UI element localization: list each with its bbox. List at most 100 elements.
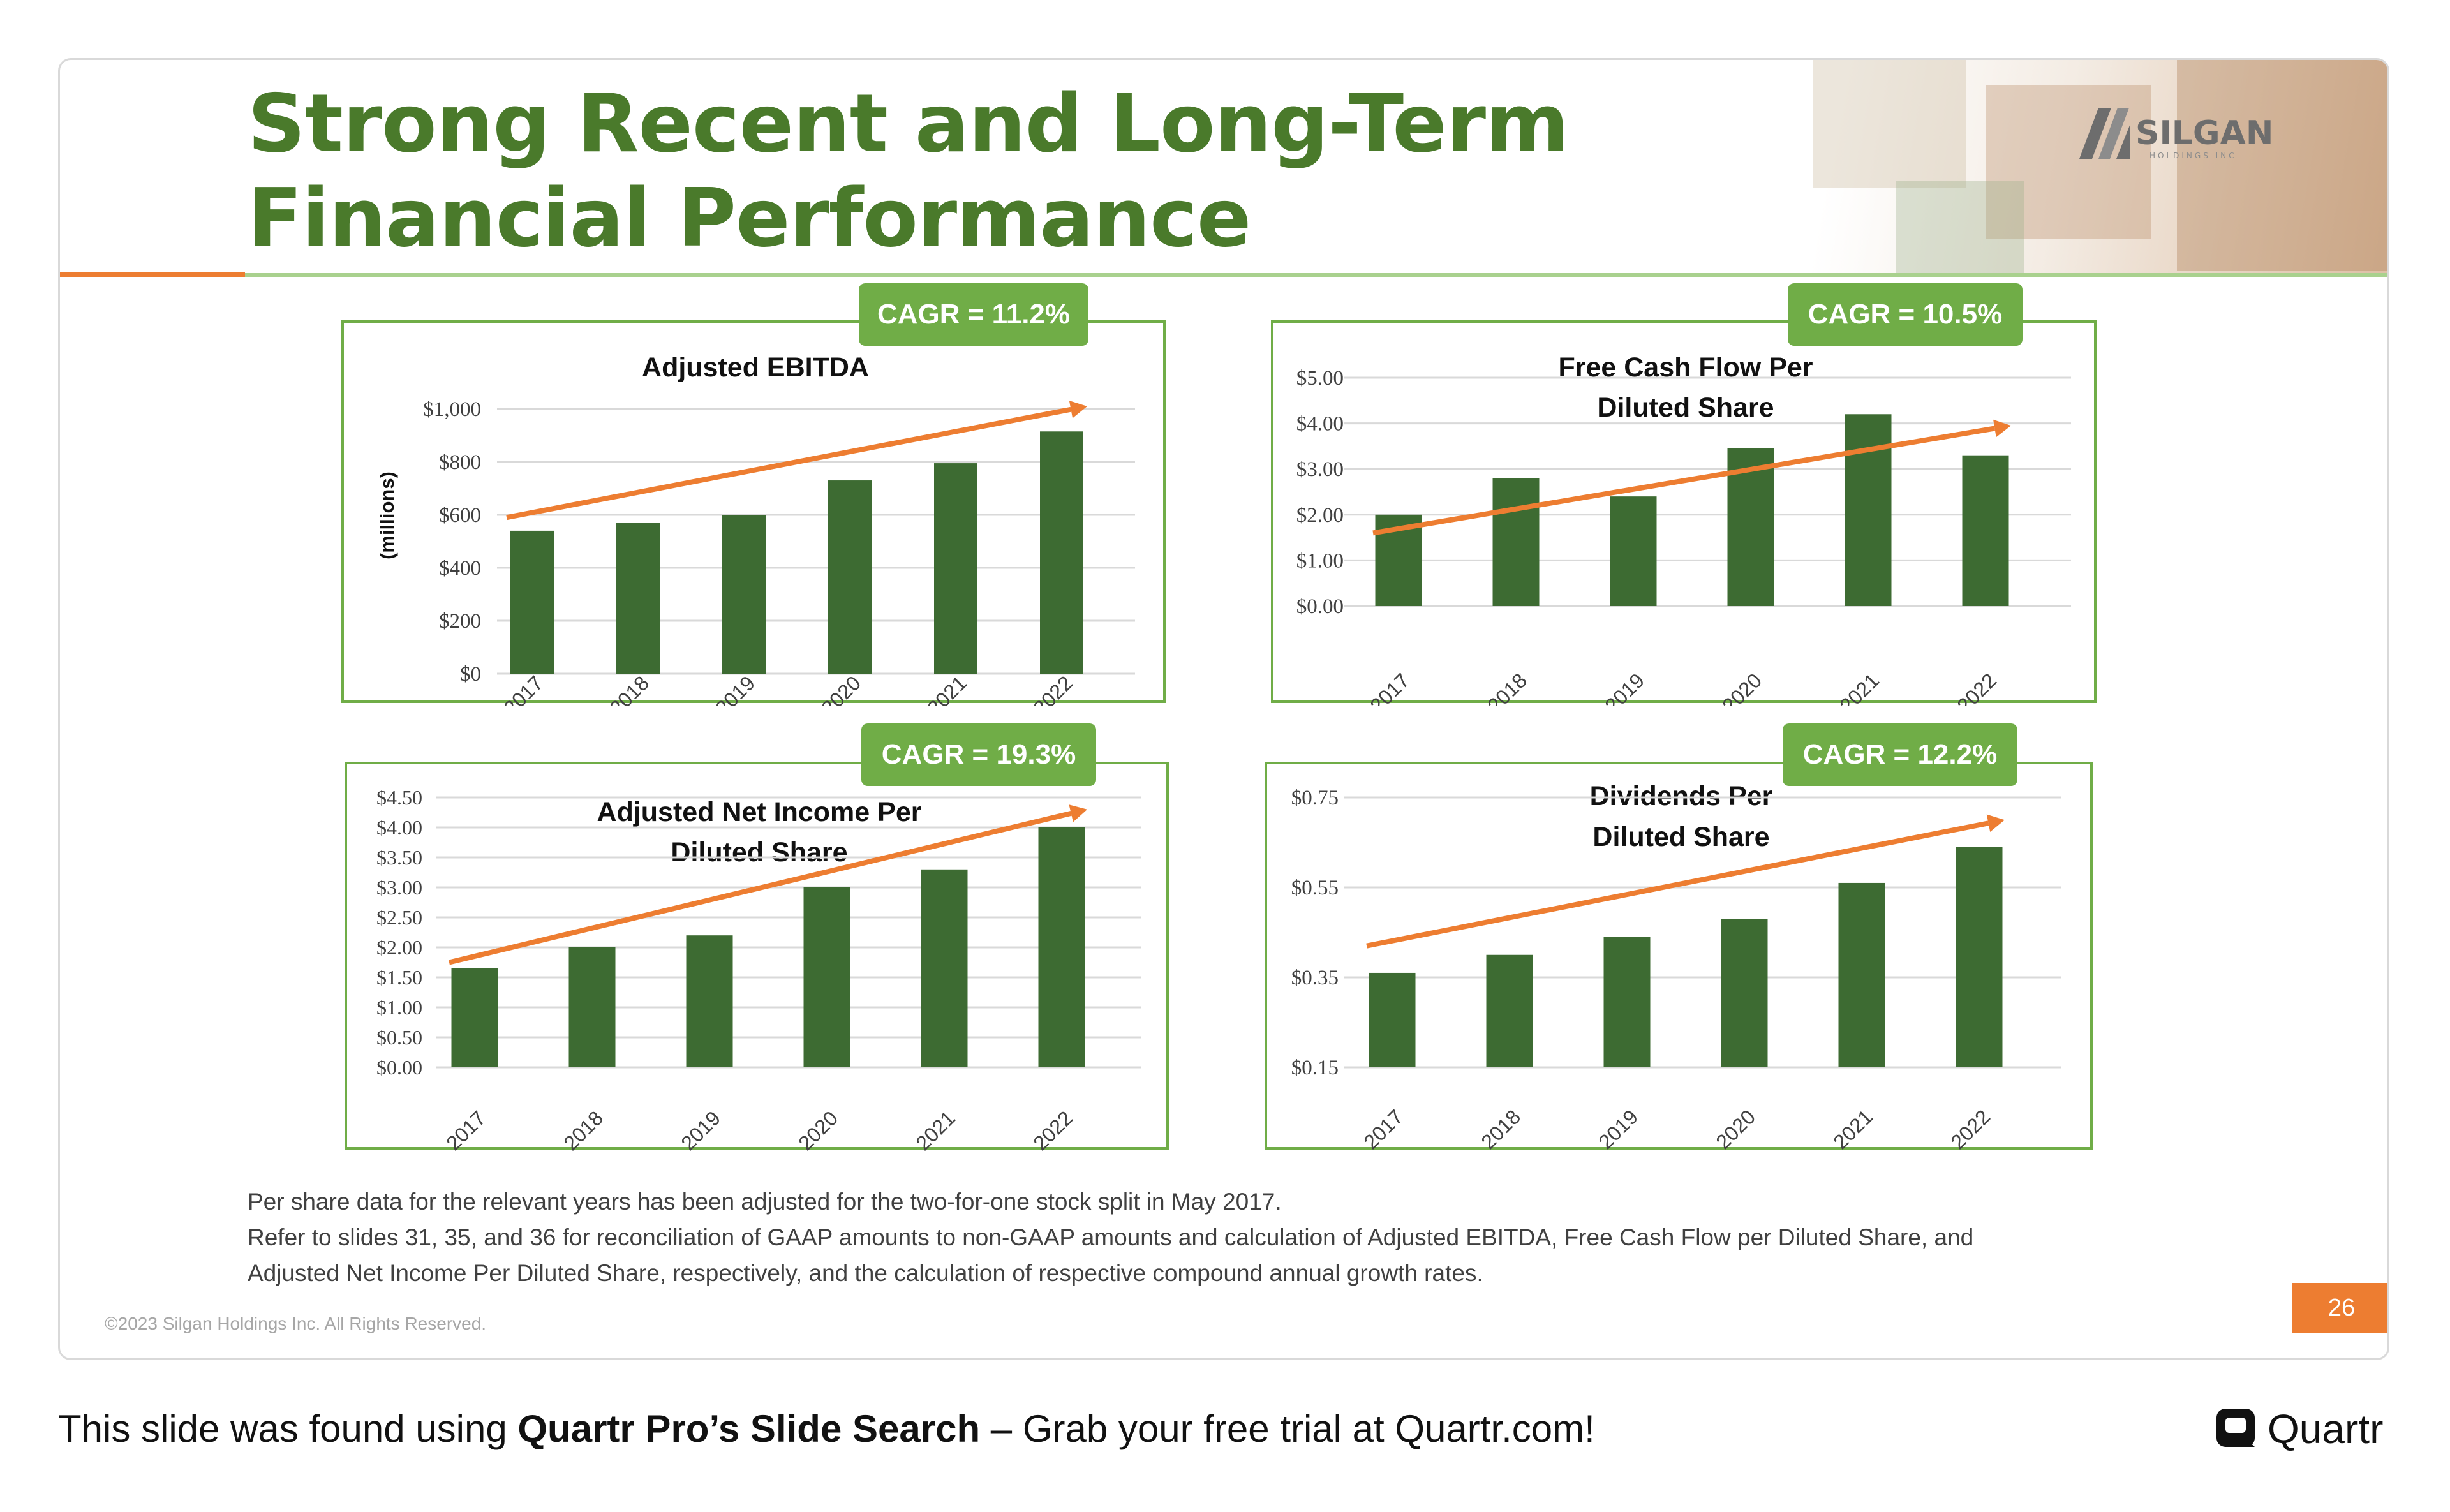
page-title: Strong Recent and Long-Term Financial Pe… (248, 77, 1569, 265)
chart-title: Adjusted EBITDA (642, 352, 869, 383)
y-tick-label: $5.00 (1296, 367, 1344, 390)
bar-2018 (568, 947, 616, 1067)
chart-title-line-2: Diluted Share (1592, 822, 1769, 852)
promo-banner: This slide was found using Quartr Pro’s … (58, 1407, 1595, 1451)
chart-title-line-2: Diluted Share (671, 837, 847, 868)
header-rule-accent (60, 272, 245, 277)
x-tick-label: 2020 (794, 1106, 842, 1152)
cagr-badge-adjusted-ebitda: CAGR = 11.2% (859, 283, 1088, 346)
bar-2022 (1962, 455, 2009, 606)
y-tick-label: $0 (460, 663, 481, 686)
y-tick-label: $4.00 (376, 816, 422, 839)
x-tick-label: 2021 (1835, 669, 1883, 706)
chart-panel-free-cash-flow: Free Cash Flow Per Diluted Share $0.00 $1… (1271, 320, 2097, 706)
y-tick-label: $0.35 (1291, 967, 1339, 989)
footnotes: Per share data for the relevant years ha… (248, 1184, 2353, 1291)
x-tick-label: 2017 (1365, 669, 1414, 706)
copyright: ©2023 Silgan Holdings Inc. All Rights Re… (105, 1314, 487, 1333)
chart-panel-adjusted-net-income: Adjusted Net Income Per Diluted Share $0… (345, 762, 1169, 1152)
silgan-logo-icon: SILGAN HOLDINGS INC (2079, 108, 2273, 160)
y-tick-label: $800 (439, 451, 481, 474)
bar-2017 (510, 530, 554, 674)
x-tick-label: 2022 (1028, 1106, 1077, 1152)
x-tick-label: 2022 (1952, 669, 2001, 706)
bar-2020 (828, 480, 872, 674)
footnote-line: Per share data for the relevant years ha… (248, 1189, 1282, 1215)
x-tick-label: 2019 (1600, 669, 1649, 706)
x-tick-label: 2017 (499, 671, 547, 706)
x-tick-label: 2020 (1711, 1105, 1760, 1152)
y-tick-label: $0.15 (1291, 1056, 1339, 1079)
y-tick-label: $2.50 (376, 906, 422, 929)
x-tick-label: 2018 (1476, 1105, 1525, 1152)
banner-product-link[interactable]: Quartr Pro’s Slide Search (517, 1407, 981, 1450)
logo-subtext: HOLDINGS INC (2149, 151, 2237, 160)
quartr-brand-name: Quartr (2268, 1406, 2384, 1452)
bar-2019 (1610, 496, 1657, 606)
cagr-badge-adjusted-net-income: CAGR = 19.3% (861, 723, 1096, 786)
banner-prefix: This slide was found using (58, 1407, 518, 1450)
trend-arrow-head (1993, 419, 2011, 438)
x-tick-label: 2018 (1483, 669, 1531, 706)
chart-title-line-2: Diluted Share (1597, 392, 1774, 423)
bar-2019 (686, 935, 733, 1067)
trend-arrow-head (1986, 814, 2005, 833)
bar-2018 (1486, 954, 1533, 1067)
bar-2021 (1845, 414, 1892, 606)
chart-dividends-per-share: Dividends Per Diluted Share $0.15 $0.35 $0… (1291, 781, 2061, 1152)
y-tick-label: $0.55 (1291, 877, 1339, 900)
trend-arrow-line (1366, 820, 1989, 949)
page-number: 26 (2292, 1283, 2387, 1333)
y-tick-label: $200 (439, 610, 481, 633)
bar-2021 (921, 869, 968, 1067)
x-tick-label: 2020 (1718, 669, 1766, 706)
chart-title-line-1: Dividends Per (1590, 781, 1773, 812)
footnote-line: Adjusted Net Income Per Diluted Share, r… (248, 1260, 1483, 1286)
bar-2022 (1038, 827, 1085, 1067)
x-tick-label: 2021 (911, 1106, 960, 1152)
trend-arrow-head (1069, 400, 1087, 419)
cagr-badge-free-cash-flow: CAGR = 10.5% (1788, 283, 2023, 346)
bar-2020 (803, 887, 850, 1067)
x-tick-label: 2022 (1028, 671, 1077, 706)
y-tick-label: $3.00 (1296, 458, 1344, 481)
y-axis-label: (millions) (376, 471, 398, 560)
chart-title-line-1: Adjusted Net Income Per (597, 797, 922, 827)
trend-arrow-line (449, 810, 1072, 965)
bar-2022 (1956, 847, 2003, 1067)
y-tick-label: $0.75 (1291, 787, 1339, 810)
x-tick-label: 2022 (1946, 1105, 1994, 1152)
x-tick-label: 2019 (676, 1106, 725, 1152)
y-tick-label: $2.00 (376, 936, 422, 959)
quartr-logo-icon (2216, 1409, 2255, 1447)
y-tick-label: $4.00 (1296, 413, 1344, 436)
x-tick-label: 2017 (442, 1106, 490, 1152)
bar-2019 (722, 515, 766, 674)
chart-adjusted-net-income-per-share: Adjusted Net Income Per Diluted Share $0… (376, 786, 1141, 1152)
y-tick-label: $3.00 (376, 876, 422, 899)
bar-2022 (1040, 431, 1083, 674)
cagr-badge-dividends: CAGR = 12.2% (1783, 723, 2017, 786)
y-tick-label: $0.00 (1296, 595, 1344, 618)
hero-tile (2177, 60, 2387, 271)
logo-text: SILGAN (2135, 114, 2273, 152)
trend-arrow-line (1372, 426, 1996, 536)
y-tick-label: $0.50 (376, 1026, 422, 1049)
x-tick-label: 2019 (711, 671, 759, 706)
chart-panel-dividends: Dividends Per Diluted Share $0.15 $0.35 $0… (1265, 762, 2093, 1152)
footnote-line: Refer to slides 31, 35, and 36 for recon… (248, 1224, 1974, 1250)
chart-panel-adjusted-ebitda: Adjusted EBITDA (millions) $0 $200 $400 $60… (341, 320, 1166, 706)
hero-tile (1896, 181, 2024, 274)
y-tick-label: $600 (439, 504, 481, 527)
x-tick-label: 2018 (559, 1106, 607, 1152)
bar-2020 (1727, 448, 1774, 606)
trend-arrow-head (1069, 804, 1087, 822)
bar-2017 (451, 968, 498, 1067)
x-tick-label: 2021 (1829, 1105, 1877, 1152)
trend-arrow-line (506, 406, 1072, 521)
title-line-1: Strong Recent and Long-Term (248, 77, 1569, 170)
y-tick-label: $0.00 (376, 1056, 422, 1079)
quartr-brand[interactable]: Quartr (2214, 1404, 2383, 1455)
x-tick-label: 2019 (1594, 1105, 1642, 1152)
y-tick-label: $1.00 (1296, 549, 1344, 572)
